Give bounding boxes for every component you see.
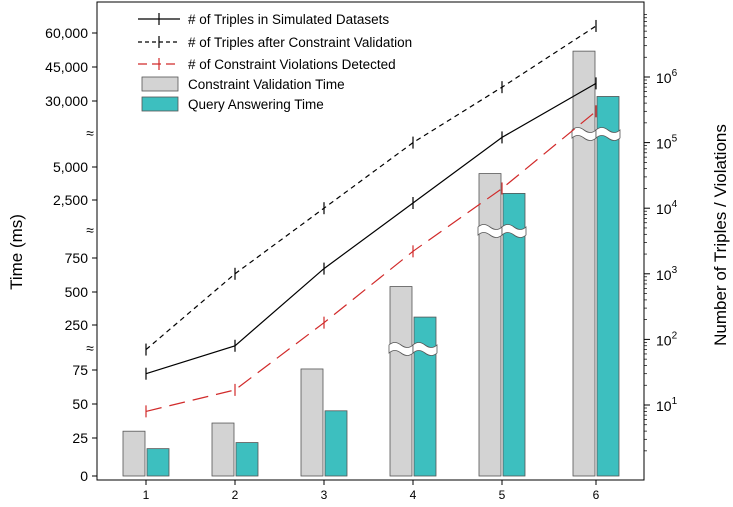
validation-time-bar [389, 286, 413, 477]
legend-label: # of Triples after Constraint Validation [188, 35, 412, 50]
axis-break-mark: ≈ [86, 222, 94, 238]
right-tick-label: 102 [656, 330, 678, 348]
bar-break-mark [501, 224, 527, 238]
right-axis-title: Number of Triples / Violations [711, 124, 730, 346]
left-tick-label: 45,000 [45, 59, 88, 75]
series-line-1 [145, 82, 597, 375]
right-tick-exponent: 4 [672, 199, 678, 210]
x-tick-label: 5 [499, 488, 506, 502]
validation-time-bar [572, 50, 596, 477]
bar-break-mark [595, 127, 621, 141]
validation-time-bar [122, 430, 146, 477]
axis-break-mark: ≈ [86, 125, 94, 141]
legend-bar-swatch [141, 96, 179, 112]
plot-frame [96, 1, 645, 481]
right-tick-exponent: 2 [672, 330, 678, 341]
x-tick-label: 4 [410, 488, 417, 502]
series-line-2 [145, 25, 597, 351]
legend-bar-swatch [141, 76, 179, 92]
query-time-bar [235, 442, 259, 477]
right-tick-base: 10 [656, 70, 672, 86]
left-tick-label: 50 [72, 396, 88, 412]
axis-breaks-layer: ≈ ≈ ≈ [86, 125, 94, 356]
legend-label: # of Triples in Simulated Datasets [188, 12, 389, 27]
right-tick-base: 10 [656, 267, 672, 283]
query-time-bar [413, 316, 437, 477]
right-tick-base: 10 [656, 398, 672, 414]
left-tick-label: 5,000 [53, 159, 88, 175]
query-time-bar [502, 192, 526, 477]
right-tick-exponent: 3 [672, 265, 678, 276]
validation-time-bar [211, 422, 235, 477]
right-tick-label: 105 [656, 134, 678, 152]
bar-break-mark [412, 342, 438, 356]
left-tick-label: 25 [72, 430, 88, 446]
axis-break-mark: ≈ [86, 340, 94, 356]
legend: # of Triples in Simulated Datasets # of T… [138, 12, 412, 112]
lines-layer [145, 19, 597, 418]
right-tick-label: 103 [656, 265, 678, 283]
left-tick-label: 60,000 [45, 25, 88, 41]
validation-time-bar [478, 173, 502, 477]
query-time-bar [324, 410, 348, 477]
right-tick-exponent: 1 [672, 396, 678, 407]
bars-layer [122, 50, 621, 477]
x-tick-label: 1 [143, 488, 150, 502]
series-line-3 [145, 110, 597, 412]
legend-label: Constraint Validation Time [188, 77, 345, 92]
x-tick-label: 2 [232, 488, 239, 502]
right-tick-label: 106 [656, 68, 678, 86]
x-axis: 1 2 3 4 5 6 [143, 480, 600, 502]
right-tick-base: 10 [656, 201, 672, 217]
left-tick-label: 75 [72, 362, 88, 378]
left-tick-label: 0 [80, 468, 88, 484]
right-tick-base: 10 [656, 136, 672, 152]
left-tick-label: 750 [65, 250, 89, 266]
left-tick-label: 500 [65, 284, 89, 300]
validation-time-bar [300, 368, 324, 477]
x-tick-label: 3 [321, 488, 328, 502]
legend-label: # of Constraint Violations Detected [188, 57, 396, 72]
right-tick-label: 104 [656, 199, 678, 217]
left-tick-label: 2,500 [53, 192, 88, 208]
left-axis: 0 25 50 75 250 500 750 2,500 5,000 30,000 45,000 60… [45, 25, 97, 484]
x-tick-label: 6 [593, 488, 600, 502]
right-tick-exponent: 5 [672, 134, 678, 145]
left-tick-label: 250 [65, 317, 89, 333]
right-tick-label: 101 [656, 396, 678, 414]
query-time-bar [596, 96, 620, 477]
query-time-bar [146, 448, 170, 477]
left-tick-label: 30,000 [45, 93, 88, 109]
left-axis-title: Time (ms) [7, 214, 26, 290]
right-tick-base: 10 [656, 332, 672, 348]
legend-label: Query Answering Time [188, 97, 324, 112]
right-tick-exponent: 6 [672, 68, 678, 79]
